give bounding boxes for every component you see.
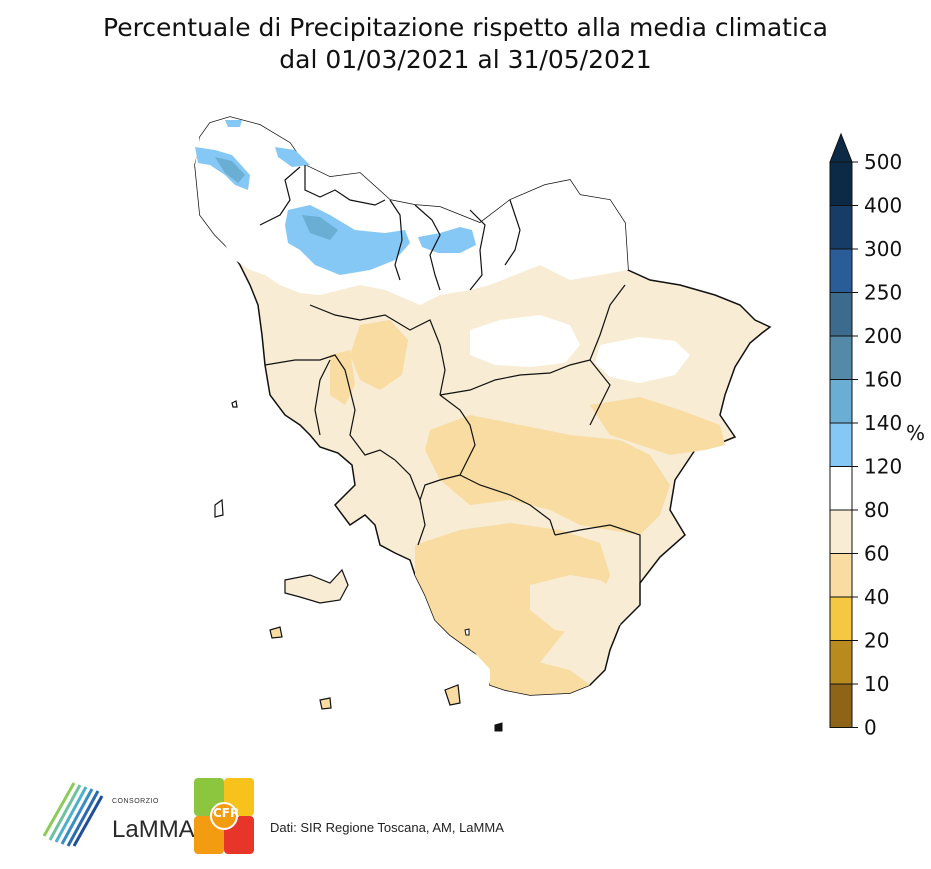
colorbar-segment <box>829 205 853 250</box>
island-gorgona <box>231 400 238 408</box>
island-small-1 <box>464 628 470 636</box>
lamma-logo-icon <box>42 782 104 847</box>
island-giannutri <box>494 722 503 732</box>
colorbar-arrow <box>829 132 853 163</box>
province-borders <box>259 165 641 583</box>
colorbar-unit: % <box>906 421 925 445</box>
cfr-wordmark: CFR <box>213 806 240 820</box>
colorbar-segment <box>829 292 853 337</box>
colorbar-tick-label: 300 <box>864 237 902 261</box>
zone-blue-apuan <box>275 147 310 167</box>
colorbar-segment <box>829 596 853 641</box>
zone-darker-blue-2 <box>302 215 338 240</box>
zone-blue-northwest-2 <box>225 120 242 127</box>
colorbar-segment <box>829 683 853 728</box>
island-elba <box>284 568 349 604</box>
colorbar-segment <box>829 509 853 554</box>
colorbar-tick-label: 40 <box>864 585 889 609</box>
zone-orange-pisa <box>350 320 408 390</box>
colorbar-tick-label: 160 <box>864 368 902 392</box>
colorbar-segment <box>829 335 853 380</box>
colorbar-ticks: 500 400 300 250 200 160 140 120 80 60 40 20 10 0 <box>852 150 902 740</box>
zone-orange-siena <box>425 415 670 535</box>
colorbar-tick-label: 10 <box>864 672 889 696</box>
zone-beige-amiata <box>530 575 625 635</box>
colorbar-tick-label: 400 <box>864 194 902 218</box>
colorbar-segment <box>829 161 853 206</box>
colorbar-segment <box>829 379 853 424</box>
data-credits: Dati: SIR Regione Toscana, AM, LaMMA <box>270 820 504 835</box>
colorbar-segment <box>829 248 853 293</box>
tuscany-precipitation-map <box>194 116 772 732</box>
colorbar-tick-label: 120 <box>864 455 902 479</box>
island-pianosa <box>269 626 283 639</box>
colorbar-segment <box>829 466 853 511</box>
colorbar-bars <box>829 132 853 728</box>
colorbar-tick-label: 140 <box>864 411 902 435</box>
colorbar-tick-label: 60 <box>864 542 889 566</box>
title-line-2: dal 01/03/2021 al 31/05/2021 <box>279 45 652 74</box>
cfr-logo-icon <box>194 778 254 854</box>
colorbar-segment <box>829 553 853 598</box>
island-montecristo <box>319 697 332 710</box>
colorbar-tick-label: 20 <box>864 629 889 653</box>
title-line-1: Percentuale di Precipitazione rispetto a… <box>103 13 828 42</box>
zone-orange-grosseto <box>415 523 610 680</box>
zone-white-arezzo <box>595 337 690 383</box>
map-title: Percentuale di Precipitazione rispetto a… <box>0 12 931 76</box>
colorbar-tick-label: 80 <box>864 498 889 522</box>
colorbar-tick-label: 250 <box>864 281 902 305</box>
logos-footer: CONSORZIO LaMMA CFR <box>40 770 640 860</box>
colorbar-tick-label: 0 <box>864 716 877 740</box>
zone-blue-mugello <box>418 227 476 253</box>
zone-orange-coast <box>330 350 355 405</box>
island-giglio <box>444 684 461 706</box>
colorbar-segment <box>829 422 853 467</box>
zone-darker-blue-1 <box>215 157 245 183</box>
colorbar: 500 400 300 250 200 160 140 120 80 60 40 20 10 0 % <box>829 132 925 740</box>
colorbar-tick-label: 200 <box>864 324 902 348</box>
lamma-wordmark: LaMMA <box>112 816 195 843</box>
zone-orange-east <box>590 397 725 455</box>
zone-white-florence <box>470 315 580 367</box>
island-capraia <box>214 498 224 518</box>
colorbar-tick-label: 500 <box>864 150 902 174</box>
lamma-consorzio: CONSORZIO <box>112 798 159 805</box>
zone-orange-maremma <box>490 660 590 695</box>
colorbar-segment <box>829 640 853 685</box>
